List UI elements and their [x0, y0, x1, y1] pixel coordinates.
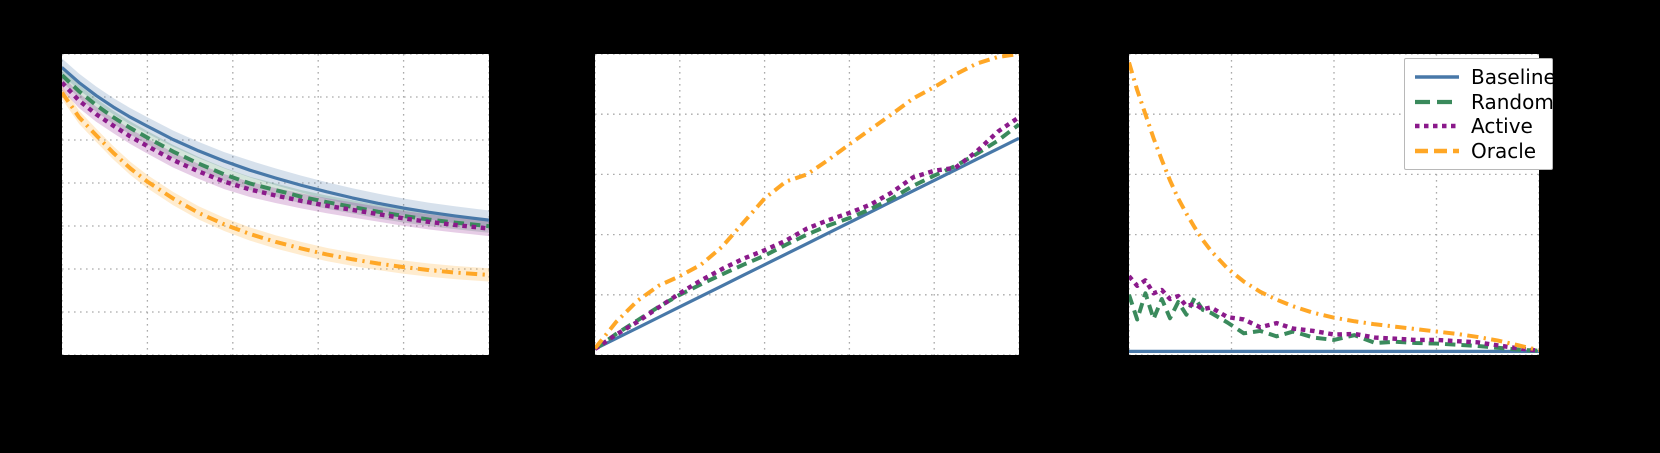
legend-label-baseline: Baseline	[1471, 64, 1556, 89]
legend: Baseline Random Active Oracle	[1404, 58, 1556, 170]
panel-2	[595, 54, 1019, 355]
legend-item-baseline[interactable]: Baseline	[1414, 66, 1556, 88]
legend-swatch-oracle	[1415, 148, 1459, 154]
legend-item-oracle[interactable]: Oracle	[1414, 140, 1542, 162]
legend-swatch-baseline	[1415, 75, 1459, 79]
legend-swatch-active	[1415, 124, 1459, 129]
legend-item-random[interactable]: Random	[1414, 91, 1554, 113]
panel-1	[62, 54, 489, 355]
panel-2-plot	[595, 54, 1019, 355]
legend-label-random: Random	[1471, 89, 1554, 114]
legend-swatch-random	[1415, 99, 1459, 104]
legend-label-active: Active	[1471, 114, 1533, 139]
legend-label-oracle: Oracle	[1471, 139, 1537, 164]
panel-1-plot	[62, 54, 489, 355]
legend-item-active[interactable]: Active	[1414, 116, 1542, 138]
